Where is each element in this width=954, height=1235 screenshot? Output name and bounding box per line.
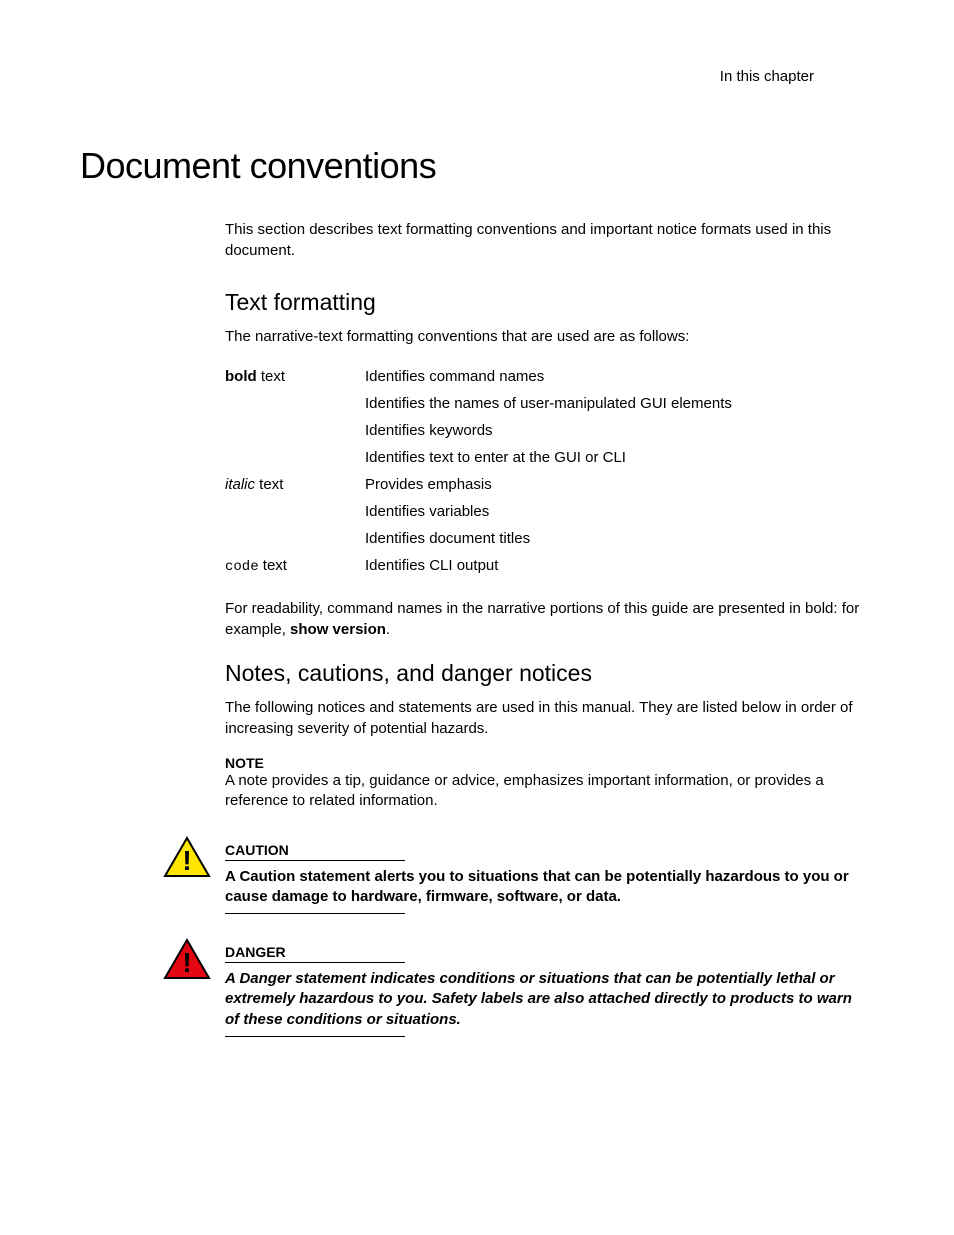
- text-formatting-lead: The narrative-text formatting convention…: [225, 326, 864, 347]
- caution-body: A Caution statement alerts you to situat…: [225, 867, 864, 908]
- danger-label: DANGER: [225, 944, 405, 963]
- format-desc: Identifies keywords: [365, 417, 864, 444]
- svg-text:!: !: [182, 845, 191, 876]
- danger-body: A Danger statement indicates conditions …: [225, 969, 864, 1030]
- table-row: Identifies the names of user-manipulated…: [225, 390, 864, 417]
- note-body: A note provides a tip, guidance or advic…: [225, 771, 864, 812]
- italic-word: italic: [225, 476, 255, 493]
- format-desc: Identifies command names: [365, 363, 864, 390]
- table-row: bold text Identifies command names: [225, 363, 864, 390]
- section-heading-notices: Notes, cautions, and danger notices: [225, 660, 864, 687]
- caution-label: CAUTION: [225, 842, 405, 861]
- danger-rule: [225, 1036, 405, 1037]
- code-word: code: [225, 559, 259, 575]
- table-row: Identifies keywords: [225, 417, 864, 444]
- note-heading: NOTE: [225, 755, 864, 771]
- danger-triangle-icon: !: [163, 938, 211, 980]
- format-desc: Identifies document titles: [365, 525, 864, 552]
- label-tail: text: [257, 368, 285, 385]
- section-heading-text-formatting: Text formatting: [225, 289, 864, 316]
- formatting-table: bold text Identifies command names Ident…: [225, 363, 864, 580]
- readability-note: For readability, command names in the na…: [225, 598, 864, 640]
- table-row: code text Identifies CLI output: [225, 552, 864, 580]
- page-title: Document conventions: [80, 145, 874, 187]
- intro-paragraph: This section describes text formatting c…: [225, 219, 864, 261]
- table-row: italic text Provides emphasis: [225, 471, 864, 498]
- label-tail: text: [255, 476, 283, 493]
- format-label-italic: italic text: [225, 471, 365, 498]
- format-desc: Provides emphasis: [365, 471, 864, 498]
- format-desc: Identifies text to enter at the GUI or C…: [365, 444, 864, 471]
- table-row: Identifies text to enter at the GUI or C…: [225, 444, 864, 471]
- format-label-bold: bold text: [225, 363, 365, 390]
- danger-block: ! DANGER A Danger statement indicates co…: [225, 944, 864, 1037]
- table-row: Identifies document titles: [225, 525, 864, 552]
- format-desc: Identifies CLI output: [365, 552, 864, 580]
- bold-word: bold: [225, 368, 257, 385]
- format-label-code: code text: [225, 552, 365, 580]
- table-row: Identifies variables: [225, 498, 864, 525]
- label-tail: text: [259, 557, 287, 574]
- format-desc: Identifies variables: [365, 498, 864, 525]
- chapter-header: In this chapter: [80, 68, 874, 85]
- caution-rule: [225, 913, 405, 914]
- tail-post: .: [386, 621, 390, 638]
- svg-text:!: !: [182, 947, 191, 978]
- command-example: show version: [290, 621, 386, 638]
- caution-block: ! CAUTION A Caution statement alerts you…: [225, 842, 864, 915]
- format-desc: Identifies the names of user-manipulated…: [365, 390, 864, 417]
- caution-triangle-icon: !: [163, 836, 211, 878]
- notices-lead: The following notices and statements are…: [225, 697, 864, 739]
